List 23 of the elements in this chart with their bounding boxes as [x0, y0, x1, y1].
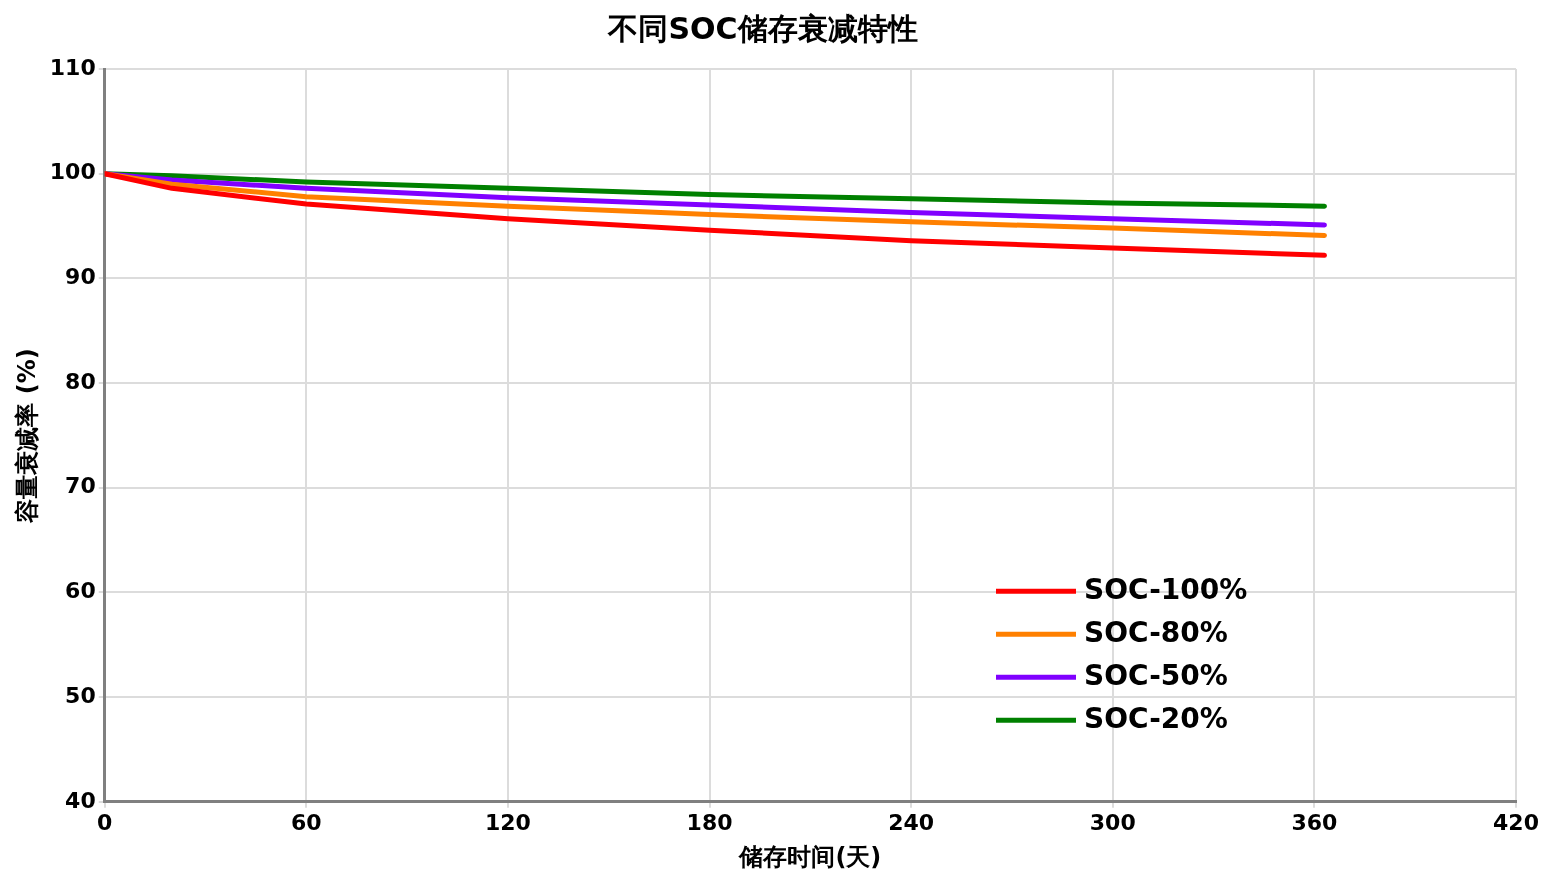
- x-tick-label: 360: [1291, 809, 1338, 835]
- x-tick-label: 420: [1493, 809, 1539, 835]
- x-tick-label: 180: [686, 809, 733, 835]
- x-tick-label: 240: [888, 809, 935, 835]
- y-tick-label: 40: [65, 787, 96, 813]
- y-tick-label: 90: [65, 264, 96, 290]
- y-tick-label: 80: [65, 368, 96, 394]
- legend-label: SOC-20%: [1084, 701, 1228, 735]
- x-axis-title: 储存时间(天): [738, 842, 882, 871]
- y-tick-label: 70: [65, 473, 96, 499]
- x-tick-label: 120: [484, 809, 531, 835]
- legend-label: SOC-80%: [1084, 615, 1228, 649]
- x-tick-label: 60: [291, 809, 322, 835]
- y-tick-label: 110: [49, 54, 96, 80]
- x-tick-label: 300: [1089, 809, 1136, 835]
- legend-label: SOC-50%: [1084, 658, 1228, 692]
- y-tick-label: 60: [65, 578, 96, 604]
- x-tick-label: 0: [97, 809, 113, 835]
- y-axis-title: 容量衰减率 (%): [12, 348, 41, 524]
- y-tick-label: 50: [65, 682, 96, 708]
- chart-title: 不同SOC储存衰减特性: [607, 10, 918, 46]
- legend-label: SOC-100%: [1084, 572, 1248, 606]
- y-tick-label: 100: [49, 159, 96, 185]
